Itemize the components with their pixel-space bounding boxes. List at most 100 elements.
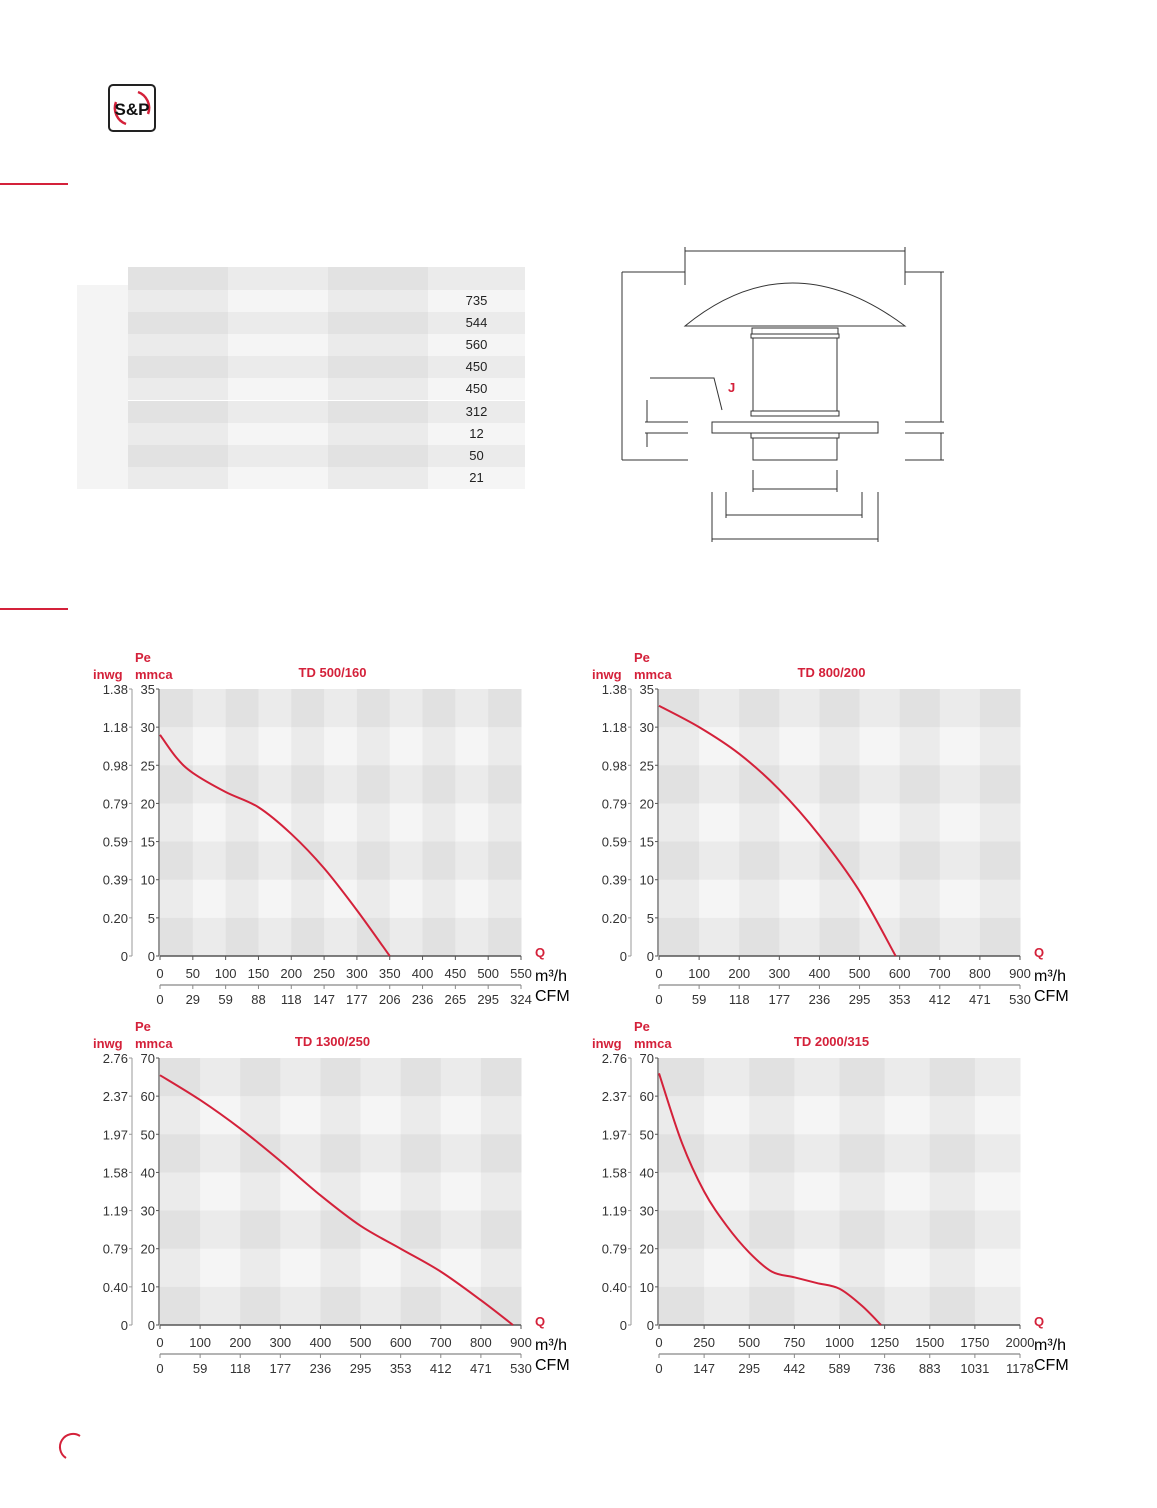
grid-cell <box>749 1248 795 1288</box>
y-tick-label: 15 <box>640 835 654 850</box>
grid-cell <box>356 727 391 766</box>
grid-cell <box>794 1210 840 1250</box>
grid-cell <box>200 1248 241 1288</box>
table-cell <box>228 378 328 401</box>
grid-cell <box>819 689 861 728</box>
grid-cell <box>839 1134 886 1173</box>
grid-cell <box>320 1248 362 1288</box>
table-cell <box>428 422 525 445</box>
grid-cell <box>389 841 424 881</box>
x2-axis-unit: CFM <box>1034 988 1069 1005</box>
x2-tick-label: 59 <box>218 992 232 1007</box>
x-axis-label: Q <box>1034 1314 1044 1329</box>
grid-cell <box>360 1286 402 1326</box>
x2-tick-label: 324 <box>510 992 532 1007</box>
grid-cell <box>356 689 391 728</box>
grid-cell <box>839 1248 886 1288</box>
x-tick-label: 550 <box>510 966 532 981</box>
grid-cell <box>291 841 325 881</box>
y2-tick-label: 0.98 <box>103 758 128 773</box>
y2-tick-label: 0.40 <box>103 1280 128 1295</box>
grid-cell <box>488 841 522 881</box>
grid-cell <box>320 1210 362 1250</box>
y2-tick-label: 0.59 <box>602 835 627 850</box>
grid-cell <box>974 1210 1021 1250</box>
x2-tick-label: 412 <box>430 1361 452 1376</box>
x-tick-label: 500 <box>738 1335 760 1350</box>
x-tick-label: 900 <box>510 1335 532 1350</box>
grid-cell <box>440 1172 482 1212</box>
grid-cell <box>400 1134 442 1173</box>
table-value: 12 <box>469 425 484 441</box>
x-tick-label: 200 <box>229 1335 251 1350</box>
table-cell <box>428 466 525 489</box>
x2-tick-label: 589 <box>829 1361 851 1376</box>
grid-cell <box>699 841 740 881</box>
x2-tick-label: 353 <box>390 1361 412 1376</box>
grid-cell <box>389 765 424 804</box>
x2-axis-unit: CFM <box>1034 1357 1069 1374</box>
y2-tick-label: 2.37 <box>103 1089 128 1104</box>
grid-cell <box>389 803 424 843</box>
y2-axis-unit: inwg <box>93 1036 123 1051</box>
grid-cell <box>455 727 489 766</box>
x-tick-label: 150 <box>248 966 270 981</box>
grid-cell <box>839 1096 886 1135</box>
grid-cell <box>704 1058 750 1097</box>
grid-cell <box>360 1248 402 1288</box>
grid-cell <box>258 879 292 919</box>
x-tick-label: 500 <box>350 1335 372 1350</box>
table-cell <box>428 334 525 357</box>
x2-tick-label: 29 <box>186 992 200 1007</box>
table-cell <box>428 378 525 401</box>
grid-cell <box>280 1286 321 1326</box>
grid-cell <box>929 1210 976 1250</box>
x-tick-label: 400 <box>310 1335 332 1350</box>
grid-cell <box>659 1058 705 1097</box>
grid-cell <box>440 1058 482 1097</box>
grid-cell <box>324 803 358 843</box>
grid-cell <box>440 1096 482 1135</box>
y2-tick-label: 0.20 <box>602 911 627 926</box>
grid-cell <box>779 803 820 843</box>
x-axis-label: Q <box>535 1314 545 1329</box>
y2-tick-label: 0.20 <box>103 911 128 926</box>
x2-tick-label: 118 <box>230 1361 251 1376</box>
grid-cell <box>939 917 981 957</box>
grid-cell <box>974 1248 1021 1288</box>
grid-cell <box>356 803 391 843</box>
table-value: 312 <box>465 403 488 419</box>
grid-cell <box>749 1058 795 1097</box>
performance-curve <box>159 734 391 957</box>
grid-cell <box>356 879 391 919</box>
y-tick-label: 35 <box>141 682 155 697</box>
grid-cell <box>160 1134 201 1173</box>
grid-cell <box>739 879 780 919</box>
label-j: J <box>728 380 735 395</box>
y-tick-label: 10 <box>640 1280 654 1295</box>
grid-cell <box>779 727 820 766</box>
grid-cell <box>739 803 780 843</box>
x2-tick-label: 177 <box>768 992 790 1007</box>
table-value: 450 <box>465 381 488 397</box>
grid-cell <box>200 1286 241 1326</box>
grid-cell <box>488 689 522 728</box>
y-tick-label: 25 <box>640 758 654 773</box>
grid-cell <box>240 1172 281 1212</box>
grid-cell <box>160 689 194 728</box>
grid-cell <box>859 879 901 919</box>
grid-cell <box>979 727 1021 766</box>
table-value: 735 <box>465 293 488 308</box>
x-axis-unit: m³/h <box>535 968 567 985</box>
y-tick-label: 30 <box>141 1204 155 1219</box>
x2-tick-label: 147 <box>313 992 335 1007</box>
grid-cell <box>659 841 700 881</box>
x2-axis-unit: CFM <box>535 988 570 1005</box>
table-cell <box>128 378 228 401</box>
svg-text:S&P: S&P <box>115 100 150 119</box>
y2-tick-label: 1.19 <box>103 1204 128 1219</box>
y2-tick-label: 1.58 <box>103 1165 128 1180</box>
grid-cell <box>488 765 522 804</box>
grid-cell <box>480 1058 522 1097</box>
grid-cell <box>929 1172 976 1212</box>
